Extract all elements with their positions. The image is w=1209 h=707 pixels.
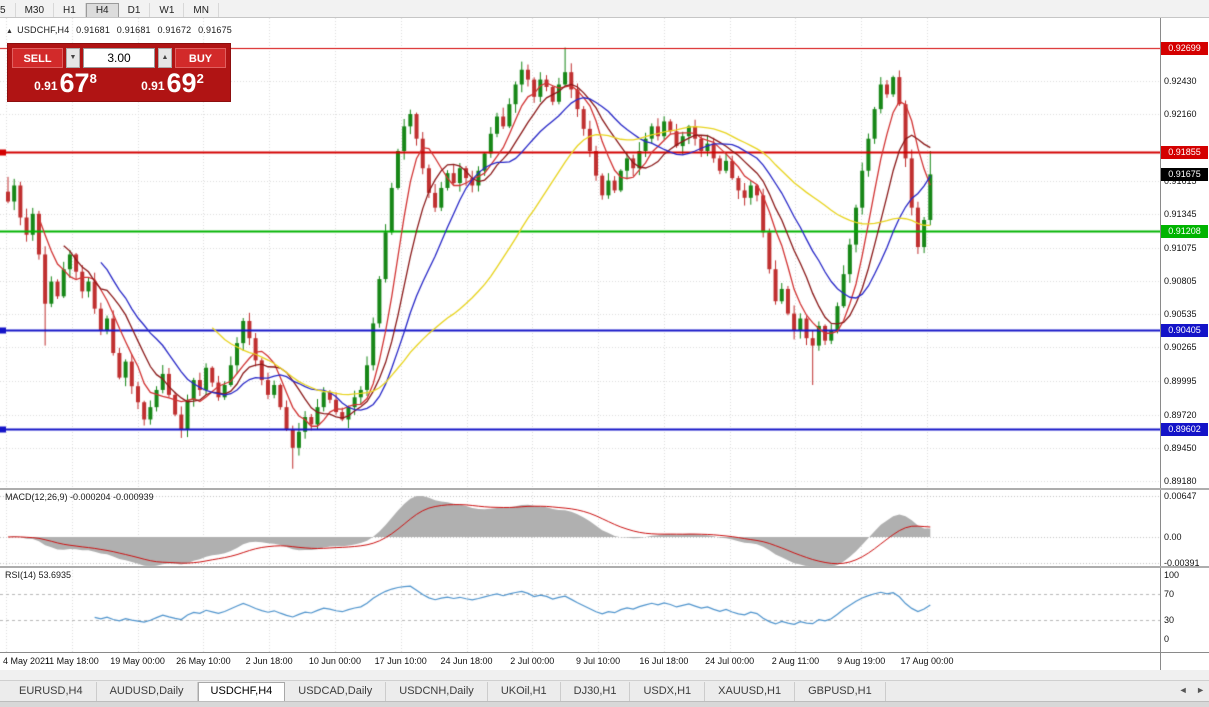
time-axis-label: 11 May 18:00 xyxy=(44,656,99,666)
panel-splitter[interactable] xyxy=(0,488,1209,490)
chart-tab-usdchf[interactable]: USDCHF,H4 xyxy=(197,682,286,702)
time-axis-label: 2 Aug 11:00 xyxy=(771,656,820,666)
price-axis-label: 0.91075 xyxy=(1164,242,1197,253)
rsi-axis-label: 0 xyxy=(1164,634,1170,644)
timeframe-toolbar: 5 M30 H1 H4 D1 W1 MN xyxy=(0,0,1209,18)
timeframe-button-w1[interactable]: W1 xyxy=(150,3,185,17)
buy-price-prefix: 0.91 xyxy=(141,79,165,93)
time-axis-label: 9 Jul 10:00 xyxy=(576,656,621,666)
ohlc-high: 0.91681 xyxy=(116,25,151,35)
ohlc-close: 0.91675 xyxy=(198,25,233,35)
price-axis-label: 0.89180 xyxy=(1164,476,1197,487)
chart-title-ohlc: ▲ USDCHF,H4 0.91681 0.91681 0.91672 0.916… xyxy=(6,25,236,35)
chart-tab-dj30[interactable]: DJ30,H1 xyxy=(561,682,631,701)
level-price-badge: 0.91208 xyxy=(1161,225,1208,239)
rsi-axis-label: 100 xyxy=(1164,570,1180,580)
price-axis-label: 0.89720 xyxy=(1164,409,1197,420)
time-axis-label: 10 Jun 00:00 xyxy=(308,656,361,666)
time-axis-label: 16 Jul 18:00 xyxy=(639,656,689,666)
rsi-canvas[interactable] xyxy=(0,567,1160,652)
price-axis-label: 0.92160 xyxy=(1164,109,1197,120)
current-price-badge: 0.91675 xyxy=(1161,167,1208,181)
level-price-badge: 0.89602 xyxy=(1161,423,1208,437)
time-axis-label: 17 Jun 10:00 xyxy=(374,656,427,666)
chart-tab-bar: EURUSD,H4 AUDUSD,Daily USDCHF,H4 USDCAD,Dai… xyxy=(0,680,1209,702)
status-bar-edge xyxy=(0,701,1209,707)
time-axis-label: 19 May 00:00 xyxy=(110,656,165,666)
chart-tab-xauusd[interactable]: XAUUSD,H1 xyxy=(705,682,796,701)
timeframe-button-m30[interactable]: M30 xyxy=(16,3,55,17)
chart-tab-list: EURUSD,H4 AUDUSD,Daily USDCHF,H4 USDCAD,Dai… xyxy=(0,681,886,702)
timeframe-button-5[interactable]: 5 xyxy=(0,3,16,17)
chart-region: ▲ USDCHF,H4 0.91681 0.91681 0.91672 0.916… xyxy=(0,18,1209,670)
chart-tab-usdx[interactable]: USDX,H1 xyxy=(630,682,706,701)
time-axis-label: 24 Jun 18:00 xyxy=(440,656,493,666)
chart-tab-usdcad[interactable]: USDCAD,Daily xyxy=(285,682,387,701)
volume-input[interactable] xyxy=(83,48,155,68)
timeframe-button-h4[interactable]: H4 xyxy=(85,3,119,17)
chart-icon: ▲ xyxy=(6,28,14,35)
chart-title: USDCHF,H4 xyxy=(17,25,70,35)
time-axis-label: 9 Aug 19:00 xyxy=(837,656,886,666)
ohlc-open: 0.91681 xyxy=(76,25,111,35)
time-axis-separator xyxy=(0,652,1209,653)
volume-increase-button[interactable]: ▲ xyxy=(158,48,172,68)
sell-price-prefix: 0.91 xyxy=(34,79,58,93)
rsi-indicator-label: RSI(14) 53.6935 xyxy=(5,570,72,580)
sell-price-display: 0.91 67 8 xyxy=(12,70,119,97)
price-axis-separator xyxy=(1160,18,1161,670)
chart-tab-gbpusd[interactable]: GBPUSD,H1 xyxy=(795,682,886,701)
sell-price-big: 67 xyxy=(59,68,90,98)
rsi-axis-label: 30 xyxy=(1164,614,1175,625)
time-axis-label: 4 May 2021 xyxy=(3,656,51,666)
price-axis-label: 0.91615 xyxy=(1164,176,1197,187)
time-axis-label: 2 Jul 00:00 xyxy=(510,656,555,666)
tab-scroll-arrows: ◄ ► xyxy=(1173,685,1205,695)
tab-scroll-left-button[interactable]: ◄ xyxy=(1178,685,1188,695)
volume-decrease-button[interactable]: ▼ xyxy=(66,48,80,68)
time-axis-label: 26 May 10:00 xyxy=(176,656,231,666)
time-axis-label: 17 Aug 00:00 xyxy=(900,656,954,666)
price-axis-label: 0.91345 xyxy=(1164,209,1197,220)
ohlc-low: 0.91672 xyxy=(157,25,192,35)
timeframe-button-mn[interactable]: MN xyxy=(184,3,219,17)
buy-button[interactable]: BUY xyxy=(175,48,226,68)
price-axis-label: 0.90535 xyxy=(1164,309,1197,320)
time-axis-label: 2 Jun 18:00 xyxy=(245,656,293,666)
chart-tab-audusd[interactable]: AUDUSD,Daily xyxy=(97,682,198,701)
macd-canvas[interactable] xyxy=(0,489,1160,567)
price-axis-label: 0.90805 xyxy=(1164,275,1197,286)
chart-tab-eurusd[interactable]: EURUSD,H4 xyxy=(6,682,97,701)
chart-tab-usdcnh[interactable]: USDCNH,Daily xyxy=(386,682,488,701)
buy-price-display: 0.91 69 2 xyxy=(119,70,226,97)
rsi-axis-label: 70 xyxy=(1164,589,1175,600)
macd-indicator-label: MACD(12,26,9) -0.000204 -0.000939 xyxy=(5,492,154,502)
panel-splitter[interactable] xyxy=(0,566,1209,568)
sell-price-sup: 8 xyxy=(89,71,97,86)
chart-tab-ukoil[interactable]: UKOil,H1 xyxy=(488,682,561,701)
buy-price-big: 69 xyxy=(166,68,197,98)
price-axis-label: 0.89450 xyxy=(1164,442,1197,453)
macd-axis-label: 0.00 xyxy=(1164,532,1182,542)
time-axis-label: 24 Jul 00:00 xyxy=(705,656,755,666)
macd-axis-label: -0.00391 xyxy=(1164,558,1200,568)
level-price-badge: 0.90405 xyxy=(1161,324,1208,338)
sell-button[interactable]: SELL xyxy=(12,48,63,68)
macd-axis-label: 0.00647 xyxy=(1164,491,1197,501)
tab-scroll-right-button[interactable]: ► xyxy=(1196,685,1205,695)
timeframe-button-d1[interactable]: D1 xyxy=(119,3,151,17)
price-axis-label: 0.90265 xyxy=(1164,342,1197,353)
price-axis-label: 0.92430 xyxy=(1164,75,1197,86)
one-click-trading-panel: SELL ▼ ▲ BUY 0.91 67 8 0.91 69 2 xyxy=(8,44,230,101)
level-price-badge: 0.91855 xyxy=(1161,145,1208,159)
timeframe-button-h1[interactable]: H1 xyxy=(54,3,86,17)
price-axis-label: 0.89995 xyxy=(1164,375,1197,386)
buy-price-sup: 2 xyxy=(196,71,204,86)
level-price-badge: 0.92699 xyxy=(1161,41,1208,55)
